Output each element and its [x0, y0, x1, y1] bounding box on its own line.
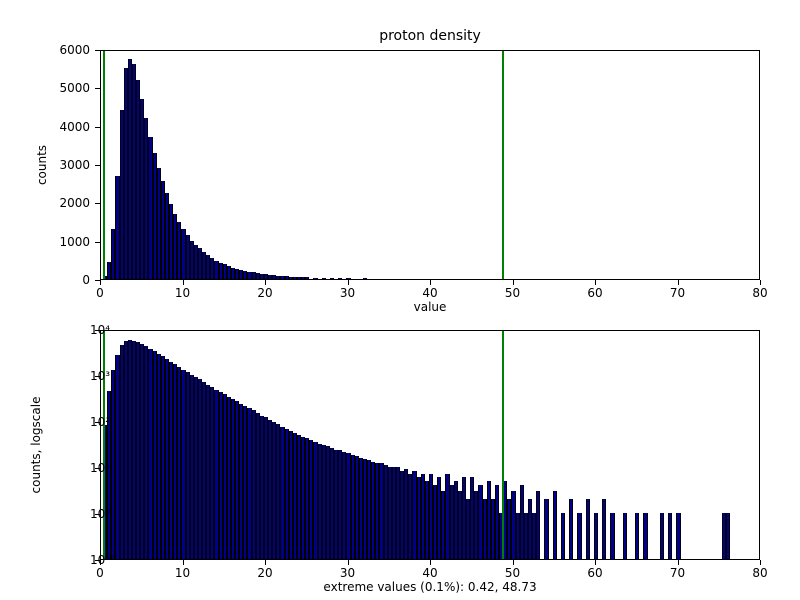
y-tick-mark [95, 560, 100, 561]
x-tick-mark [678, 560, 679, 565]
y-tick-mark [95, 330, 100, 331]
x-tick-mark [760, 560, 761, 565]
x-tick-label: 20 [257, 286, 272, 300]
x-tick-mark [100, 280, 101, 285]
bottom-chart [100, 330, 760, 560]
y-tick-label: 10³ [90, 369, 110, 383]
histogram-bar [635, 513, 639, 559]
histogram-bar [536, 491, 540, 559]
histogram-bar [561, 513, 565, 559]
histogram-bar [305, 277, 309, 279]
x-tick-label: 20 [257, 566, 272, 580]
figure-title: proton density [379, 28, 481, 44]
x-tick-label: 40 [422, 566, 437, 580]
top-chart-xlabel: value [414, 300, 447, 314]
y-tick-mark [95, 242, 100, 243]
threshold-vline [502, 331, 504, 559]
histogram-bar [577, 513, 581, 559]
histogram-bar [610, 513, 614, 559]
x-tick-label: 30 [340, 286, 355, 300]
histogram-bar [553, 491, 557, 559]
y-tick-mark [95, 514, 100, 515]
x-tick-label: 40 [422, 286, 437, 300]
bottom-chart-xlabel: extreme values (0.1%): 0.42, 48.73 [323, 580, 536, 594]
y-tick-mark [95, 280, 100, 281]
x-tick-label: 80 [752, 286, 767, 300]
x-tick-label: 30 [340, 566, 355, 580]
x-tick-label: 0 [96, 286, 104, 300]
top-chart-bars [101, 51, 759, 279]
x-tick-mark [265, 560, 266, 565]
histogram-bar [322, 278, 326, 279]
histogram-bar [313, 278, 317, 279]
x-tick-mark [513, 280, 514, 285]
x-tick-label: 10 [175, 286, 190, 300]
threshold-vline [103, 331, 105, 559]
x-tick-label: 70 [670, 286, 685, 300]
histogram-bar [594, 513, 598, 559]
y-tick-label: 10¹ [90, 461, 110, 475]
x-tick-label: 50 [505, 286, 520, 300]
x-tick-mark [348, 560, 349, 565]
histogram-bar [668, 513, 672, 559]
histogram-bar [623, 513, 627, 559]
x-tick-mark [430, 560, 431, 565]
y-tick-mark [95, 165, 100, 166]
histogram-bar [569, 499, 573, 559]
x-tick-label: 80 [752, 566, 767, 580]
histogram-bar [643, 513, 647, 559]
y-tick-label: 10² [90, 415, 110, 429]
top-chart-ylabel: counts [35, 145, 49, 185]
x-tick-mark [265, 280, 266, 285]
x-tick-mark [183, 280, 184, 285]
y-tick-label: 10⁴ [90, 323, 110, 337]
x-tick-mark [430, 280, 431, 285]
x-tick-mark [678, 280, 679, 285]
y-tick-mark [95, 203, 100, 204]
y-tick-mark [95, 422, 100, 423]
top-chart [100, 50, 760, 280]
y-tick-mark [95, 127, 100, 128]
threshold-vline [103, 51, 105, 279]
x-tick-label: 70 [670, 566, 685, 580]
histogram-bar [330, 278, 334, 279]
x-tick-mark [513, 560, 514, 565]
y-tick-label: 10⁻¹ [90, 553, 116, 567]
bottom-chart-ylabel: counts, logscale [29, 397, 43, 494]
x-tick-mark [595, 280, 596, 285]
x-tick-mark [183, 560, 184, 565]
y-tick-mark [95, 376, 100, 377]
x-tick-label: 60 [587, 566, 602, 580]
histogram-bar [363, 278, 367, 279]
histogram-bar [346, 278, 350, 279]
y-tick-label: 10⁰ [90, 507, 110, 521]
x-tick-label: 50 [505, 566, 520, 580]
y-tick-mark [95, 468, 100, 469]
y-tick-mark [95, 50, 100, 51]
x-tick-label: 60 [587, 286, 602, 300]
histogram-bar [586, 499, 590, 559]
histogram-bar [544, 499, 548, 559]
x-tick-mark [348, 280, 349, 285]
histogram-bar [602, 499, 606, 559]
threshold-vline [502, 51, 504, 279]
histogram-bar [338, 278, 342, 279]
histogram-bar [660, 513, 664, 559]
x-tick-mark [760, 280, 761, 285]
histogram-bar [676, 513, 680, 559]
x-tick-label: 10 [175, 566, 190, 580]
x-tick-mark [595, 560, 596, 565]
figure: proton density counts value 0 10 20 30 40 50 6… [0, 0, 800, 600]
x-tick-label: 0 [96, 566, 104, 580]
histogram-bar [726, 513, 730, 559]
y-tick-mark [95, 88, 100, 89]
bottom-chart-bars [101, 331, 759, 559]
